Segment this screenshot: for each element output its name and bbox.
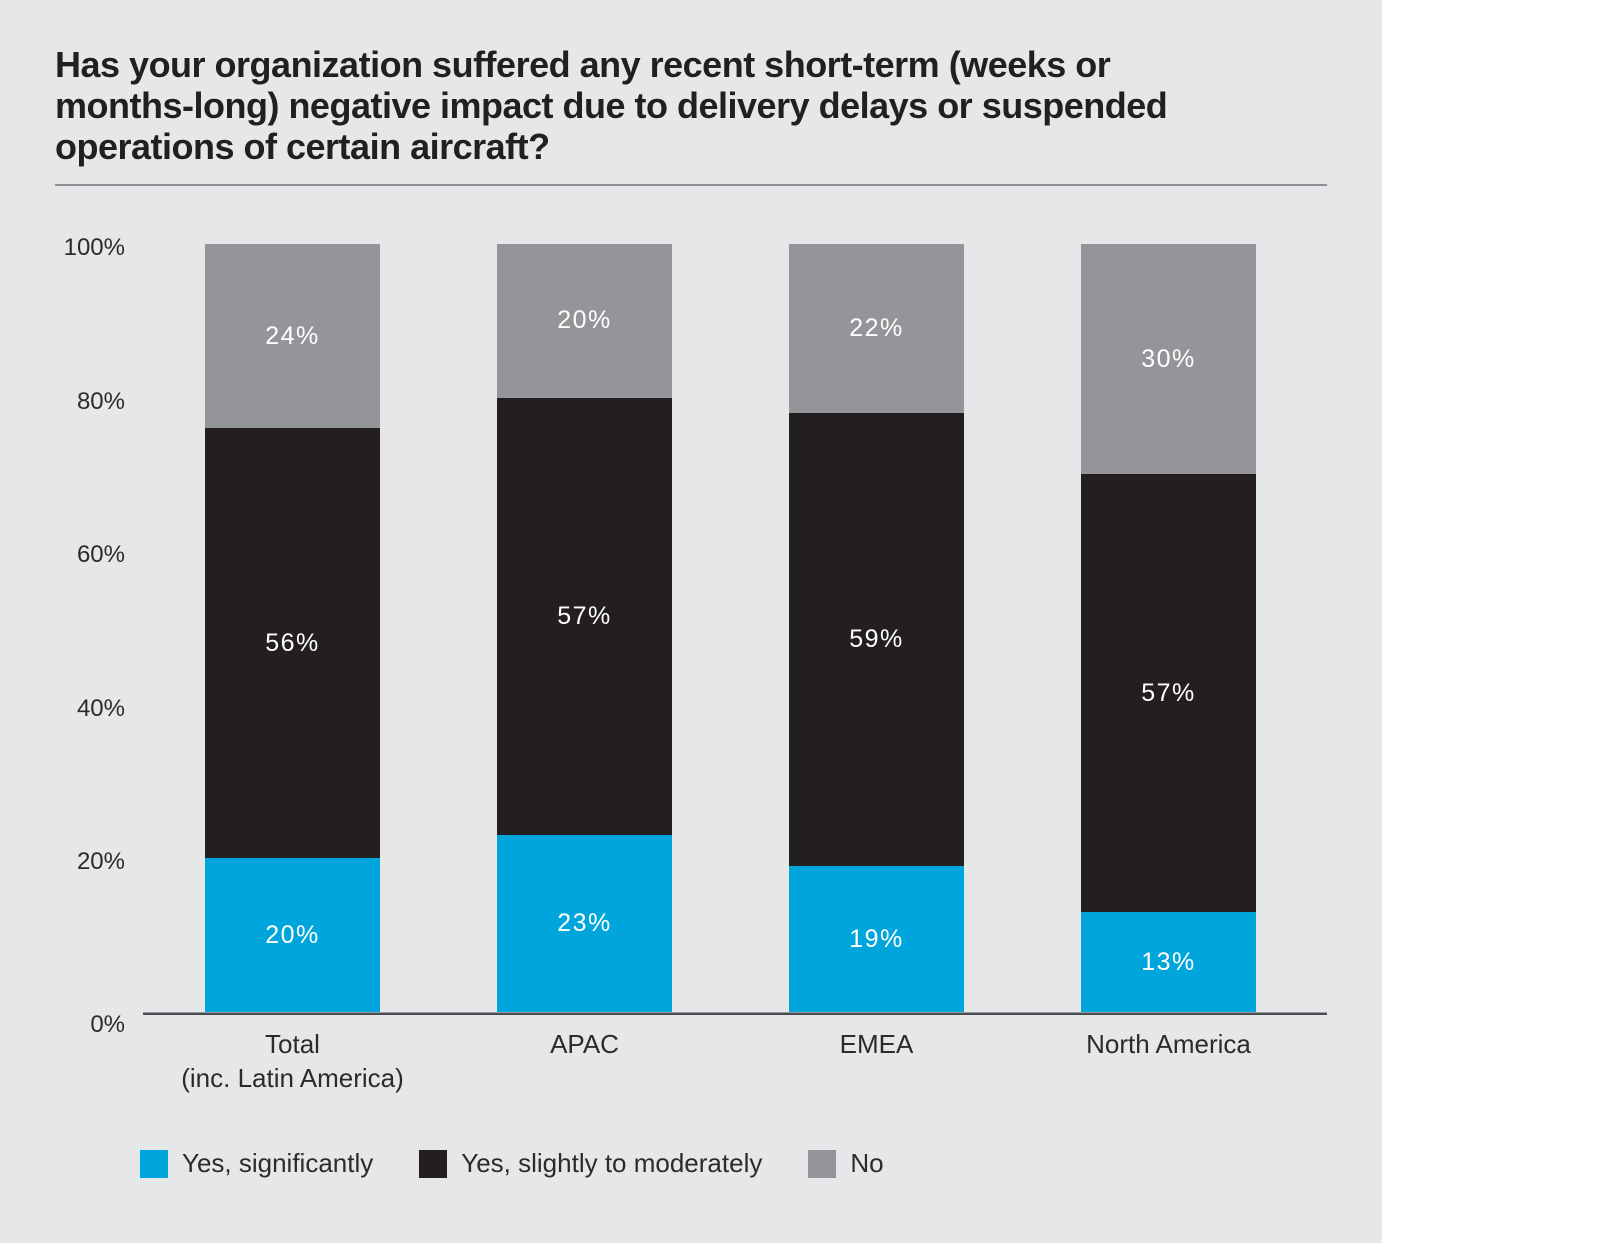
- bar-segment: 30%: [1081, 244, 1256, 475]
- legend-item: Yes, significantly: [140, 1148, 373, 1179]
- bar-segment: 20%: [205, 858, 380, 1012]
- bar-segment: 22%: [789, 244, 964, 413]
- bar-value-label: 24%: [265, 321, 320, 350]
- x-category-label-line: EMEA: [839, 1029, 914, 1059]
- title-divider: [55, 184, 1327, 186]
- bar-value-label: 20%: [557, 306, 612, 335]
- bar-segment: 24%: [205, 244, 380, 429]
- bar-segment: 56%: [205, 428, 380, 859]
- chart-page: Has your organization suffered any recen…: [0, 0, 1382, 1243]
- legend-swatch: [808, 1149, 837, 1178]
- x-axis-line: [143, 1012, 1327, 1015]
- bar-value-label: 30%: [1141, 344, 1196, 373]
- bar-value-label: 13%: [1141, 947, 1196, 976]
- y-tick-label: 100%: [63, 234, 125, 261]
- legend-swatch: [419, 1149, 448, 1178]
- stacked-bar-chart: 0% 20% 40% 60% 80% 100% 24% 56% 20% Total (inc. La…: [63, 234, 1339, 1095]
- bar-north: 30% 57% 13%: [1081, 244, 1256, 1012]
- title-line-2: months-long) negative impact due to deli…: [55, 85, 1168, 126]
- x-category-label-line: APAC: [550, 1029, 619, 1059]
- bar-segment: 19%: [789, 866, 964, 1012]
- title-line-1: Has your organization suffered any recen…: [55, 44, 1111, 85]
- bar-segment: 13%: [1081, 912, 1256, 1012]
- y-tick-label: 40%: [76, 694, 125, 722]
- bar-total: 24% 56% 20%: [205, 244, 380, 1012]
- y-tick-label: 60%: [76, 541, 125, 569]
- bar-value-label: 56%: [265, 628, 320, 657]
- bar-segment: 59%: [789, 412, 964, 867]
- legend-label: Yes, slightly to moderately: [461, 1148, 763, 1178]
- bar-value-label: 19%: [849, 924, 904, 953]
- legend-label: No: [850, 1148, 884, 1178]
- legend-item: Yes, slightly to moderately: [419, 1148, 762, 1179]
- chart-title: Has your organization suffered any recen…: [55, 44, 1345, 167]
- bar-value-label: 23%: [557, 909, 612, 938]
- x-category-label: Total (inc. Latin America): [123, 1027, 463, 1095]
- y-tick-label: 80%: [76, 387, 125, 415]
- title-line-3: operations of certain aircraft?: [55, 126, 550, 167]
- bar-value-label: 20%: [265, 920, 320, 949]
- bar-value-label: 22%: [849, 313, 904, 342]
- chart-legend: Yes, significantly Yes, slightly to moder…: [140, 1148, 884, 1179]
- x-category-label: APAC: [415, 1027, 755, 1061]
- x-category-label: EMEA: [707, 1027, 1047, 1061]
- bar-value-label: 57%: [1141, 678, 1196, 707]
- x-category-label-line: Total: [265, 1029, 320, 1059]
- x-category-label-line: North America: [1086, 1029, 1251, 1059]
- bar-segment: 57%: [1081, 474, 1256, 913]
- y-tick-label: 0%: [90, 1011, 125, 1038]
- bar-emea: 22% 59% 19%: [789, 244, 964, 1012]
- legend-item: No: [808, 1148, 884, 1179]
- bar-segment: 57%: [497, 397, 672, 836]
- x-category-label-line: (inc. Latin America): [181, 1063, 404, 1093]
- bar-value-label: 57%: [557, 601, 612, 630]
- bar-apac: 20% 57% 23%: [497, 244, 672, 1012]
- bar-segment: 23%: [497, 835, 672, 1012]
- legend-swatch: [140, 1149, 168, 1178]
- bar-value-label: 59%: [849, 625, 904, 653]
- y-tick-label: 20%: [76, 848, 125, 876]
- x-category-label: North America: [999, 1027, 1339, 1061]
- bar-segment: 20%: [497, 244, 672, 398]
- legend-label: Yes, significantly: [182, 1148, 374, 1178]
